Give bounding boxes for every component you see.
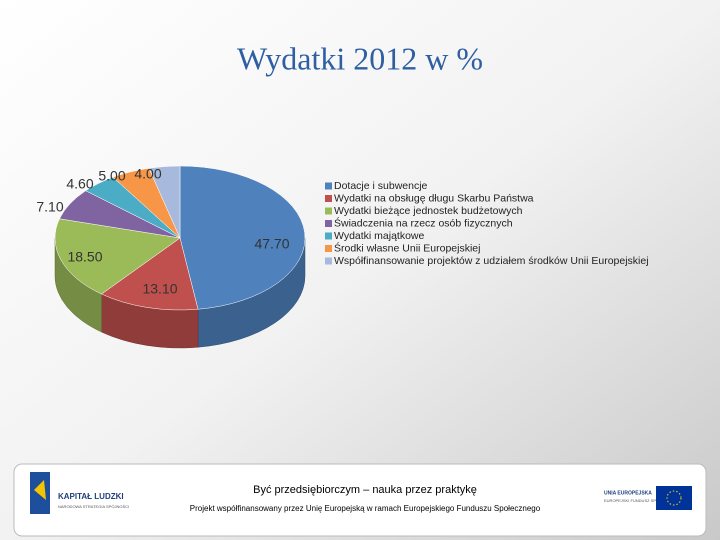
data-label: 18.50	[67, 249, 102, 265]
legend-swatch	[325, 182, 332, 190]
legend-swatch	[325, 220, 332, 227]
legend-label: Wydatki bieżące jednostek budżetowych	[334, 205, 523, 217]
footer-slogan: Być przedsiębiorczym – nauka przez prakt…	[253, 484, 477, 496]
slice	[179, 165, 306, 310]
logo-right: UNIA EUROPEJSKA	[604, 490, 652, 496]
legend-swatch	[325, 245, 332, 252]
legend-label: Środki własne Unii Europejskiej	[334, 241, 480, 254]
legend-swatch	[325, 257, 332, 265]
slice	[54, 218, 181, 295]
data-label: 7.10	[36, 199, 63, 215]
logo-left-sub: NARODOWA STRATEGIA SPÓJNOŚCI	[58, 504, 129, 509]
legend-label: Dotacje i subwencje	[334, 180, 428, 192]
legend-label: Wydatki na obsługę długu Skarbu Państwa	[334, 192, 534, 204]
logo-left-star	[34, 480, 46, 500]
data-label: 4.60	[66, 176, 93, 192]
eu-stars	[666, 490, 682, 506]
legend-label: Świadczenia na rzecz osób fizycznych	[334, 216, 513, 229]
legend-swatch	[325, 195, 332, 202]
data-label: 47.70	[254, 236, 289, 252]
data-label: 13.10	[142, 281, 177, 297]
logo-right-sub: EUROPEJSKI FUNDUSZ SPOŁECZNY	[604, 498, 675, 503]
data-label: 5.00	[98, 168, 125, 184]
logo-left: KAPITAŁ LUDZKI	[58, 492, 124, 501]
legend-swatch	[325, 207, 332, 215]
footer-note: Projekt współfinansowany przez Unię Euro…	[190, 504, 541, 513]
footer-band	[13, 463, 707, 537]
slice	[148, 165, 181, 239]
pie: 47.70 13.10 18.50 7.104.60 5.00 4.00	[36, 165, 306, 349]
legend-label: Wydatki majątkowe	[334, 230, 425, 242]
chart-title: Wydatki 2012 w %	[237, 40, 483, 76]
data-label: 4.00	[134, 166, 161, 182]
legend-label: Współfinansowanie projektów z udziałem ś…	[334, 255, 649, 267]
eu-flag	[656, 486, 692, 510]
slice	[101, 237, 199, 311]
legend-swatch	[325, 232, 332, 240]
